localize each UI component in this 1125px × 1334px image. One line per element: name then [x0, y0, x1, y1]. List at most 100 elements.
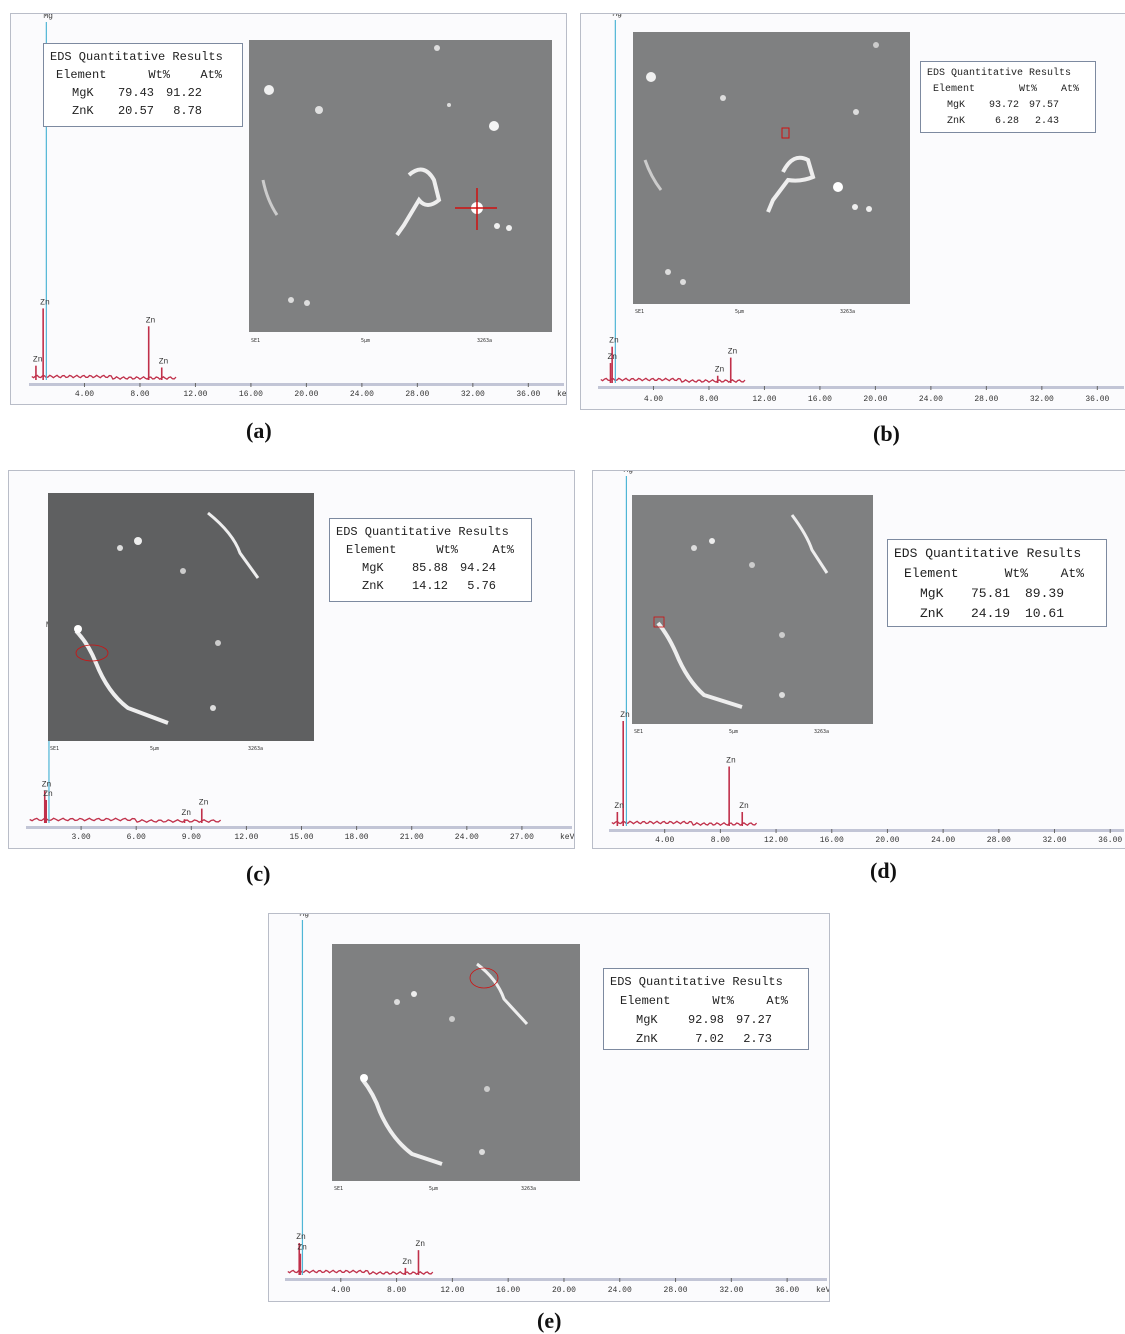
x-axis: [285, 1278, 827, 1281]
background-noise-line: [600, 377, 746, 384]
spectrum-c: MgZnZnZnZn3.006.009.0012.0015.0018.0021.…: [26, 621, 574, 842]
x-tick-label: 28.00: [664, 1286, 688, 1295]
peak-label: Zn: [728, 348, 738, 357]
x-tick-label: 4.00: [644, 395, 663, 404]
eds-panel-e: Mg Zn Zn Zn Zn 4.00 8.00 12.00 16.00 20.00 24.00 28…: [268, 913, 830, 1302]
x-axis-unit-label: keV: [816, 1286, 829, 1295]
x-tick-label: 12.00: [440, 1286, 464, 1295]
peak-label: Mg: [43, 14, 53, 21]
x-tick-label: 21.00: [400, 833, 424, 842]
x-tick-label: 16.00: [820, 836, 844, 845]
peak-label: Zn: [607, 353, 617, 362]
x-tick-label: 4.00: [655, 836, 674, 845]
peak-label: Mg: [612, 14, 622, 19]
peak-label: Zn: [182, 809, 192, 818]
x-tick-label: 36.00: [1085, 395, 1109, 404]
x-tick-label: 15.00: [290, 833, 314, 842]
x-tick-label: 28.00: [405, 390, 429, 399]
peak-label: Zn: [146, 316, 156, 325]
x-axis-unit-label: keV: [560, 833, 574, 842]
peak-label: Zn: [715, 366, 725, 375]
x-tick-label: 12.00: [764, 836, 788, 845]
x-tick-label: 12.00: [752, 395, 776, 404]
x-tick-label: 24.00: [608, 1286, 632, 1295]
sem-image-d: [632, 495, 873, 724]
x-tick-label: 28.00: [974, 395, 998, 404]
peak-label: Zn: [739, 802, 749, 811]
x-tick-label: 16.00: [239, 390, 263, 399]
eds-results-table-e: EDS Quantitative Results Element Wt% At% M…: [603, 968, 809, 1050]
peak-label: Zn: [402, 1258, 412, 1267]
peak-label: Zn: [199, 799, 209, 808]
sem-image-a: [249, 40, 552, 332]
eds-results-table-d: EDS Quantitative Results Element Wt% At% M…: [887, 539, 1107, 627]
x-tick-label: 6.00: [127, 833, 146, 842]
sem-image-b: [633, 32, 910, 304]
eds-panel-c: MgZnZnZnZn3.006.009.0012.0015.0018.0021.…: [8, 470, 575, 849]
x-tick-label: 32.00: [461, 390, 485, 399]
x-tick-label: 20.00: [875, 836, 899, 845]
peak-label: Zn: [33, 356, 43, 365]
x-tick-label: 18.00: [345, 833, 369, 842]
peak-label: Zn: [620, 711, 630, 720]
peak-label: Mg: [623, 471, 633, 475]
caption-b: (b): [873, 421, 900, 446]
caption-e: (e): [537, 1308, 562, 1333]
x-tick-label: 16.00: [808, 395, 832, 404]
x-axis: [609, 829, 1124, 832]
background-noise-line: [611, 820, 758, 827]
peak-label: Zn: [40, 298, 50, 307]
x-tick-label: 8.00: [699, 395, 718, 404]
eds-results-table-a: EDS Quantitative Results Element Wt% At% M…: [43, 43, 243, 127]
x-axis: [598, 386, 1124, 389]
x-tick-label: 16.00: [496, 1286, 520, 1295]
peak-label: Zn: [43, 790, 53, 799]
caption-a: (a): [246, 418, 272, 443]
x-tick-label: 3.00: [72, 833, 91, 842]
sem-image-c: [48, 493, 314, 741]
x-axis: [29, 383, 564, 386]
x-tick-label: 24.00: [455, 833, 479, 842]
peak-label: Zn: [415, 1240, 425, 1249]
x-tick-label: 20.00: [863, 395, 887, 404]
x-tick-label: 12.00: [234, 833, 258, 842]
background-noise-line: [29, 817, 222, 823]
x-tick-label: 8.00: [711, 836, 730, 845]
eds-results-table-c: EDS Quantitative Results Element Wt% At% M…: [329, 518, 532, 602]
x-tick-label: 4.00: [331, 1286, 350, 1295]
x-tick-label: 36.00: [516, 390, 540, 399]
peak-label: Mg: [299, 914, 309, 919]
x-tick-label: 32.00: [719, 1286, 743, 1295]
x-tick-label: 20.00: [552, 1286, 576, 1295]
peak-label: Zn: [609, 337, 619, 346]
x-tick-label: 8.00: [130, 390, 149, 399]
eds-results-table-b: EDS Quantitative Results Element Wt% At% M…: [920, 61, 1096, 133]
eds-panel-b: Mg Zn Zn Zn Zn 4.00 8.00 12.00 16.00 20.00 24.00 28…: [580, 13, 1125, 410]
x-tick-label: 8.00: [387, 1286, 406, 1295]
x-tick-label: 4.00: [75, 390, 94, 399]
peak-label: Zn: [726, 757, 736, 766]
peak-label: Zn: [42, 780, 52, 789]
x-tick-label: 32.00: [1042, 836, 1066, 845]
x-tick-label: 12.00: [183, 390, 207, 399]
eds-panel-a: Mg Zn Zn Zn Zn 4.00 8.00 12.00 16.00 20.00 24.00 28…: [10, 13, 567, 405]
peak-label: Zn: [296, 1233, 306, 1242]
eds-table-row: MgK 79.43 91.22: [72, 86, 202, 100]
background-noise-line: [31, 374, 177, 381]
x-tick-label: 32.00: [1030, 395, 1054, 404]
x-tick-label: 28.00: [987, 836, 1011, 845]
peak-label: Zn: [614, 802, 624, 811]
peak-label: Zn: [297, 1244, 307, 1253]
x-tick-label: 20.00: [294, 390, 318, 399]
peak-label: Zn: [159, 357, 169, 366]
x-tick-label: 24.00: [919, 395, 943, 404]
x-tick-label: 9.00: [182, 833, 201, 842]
eds-table-title: EDS Quantitative Results: [50, 50, 223, 64]
spectrum-d: Mg Zn Zn Zn Zn 4.00 8.00 12.00 16.00 20.00 24.00 28…: [609, 471, 1124, 845]
eds-table-row: ZnK 20.57 8.78: [72, 104, 202, 118]
eds-table-header: Element Wt% At%: [56, 68, 222, 82]
eds-panel-d: Mg Zn Zn Zn Zn 4.00 8.00 12.00 16.00 20.00 24.00 28…: [592, 470, 1125, 849]
x-axis: [26, 826, 572, 829]
